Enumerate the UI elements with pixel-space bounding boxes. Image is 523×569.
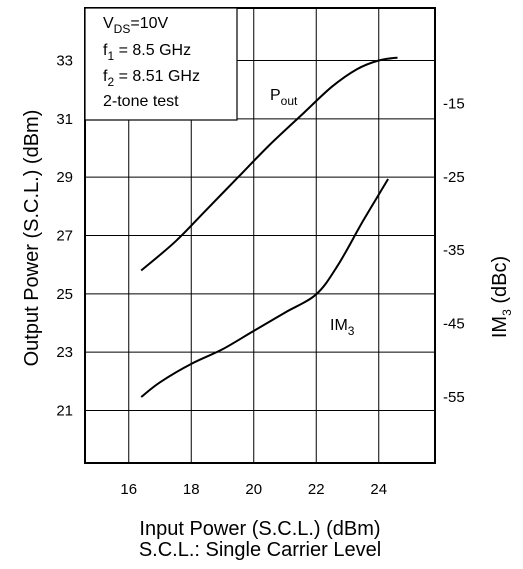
y-tick-label: 31 xyxy=(56,111,73,128)
x-axis-sublabel: S.C.L.: Single Carrier Level xyxy=(139,539,381,561)
y-tick-label: 25 xyxy=(56,286,73,303)
y-tick-label: 23 xyxy=(56,344,73,361)
annotation-line-4: 2-tone test xyxy=(103,93,179,110)
x-tick-label: 24 xyxy=(370,481,387,498)
x-tick-labels: 16 18 20 22 24 xyxy=(120,481,387,498)
annotation-line-1: VDS=10V xyxy=(103,15,168,36)
y2-tick-label: -45 xyxy=(443,316,465,333)
annotation-box xyxy=(84,7,238,121)
series-label-im3: IM3 xyxy=(330,317,355,338)
annotation-line-2: f1 = 8.5 GHz xyxy=(103,42,191,63)
y2-tick-label: -35 xyxy=(443,242,465,259)
y-tick-label: 29 xyxy=(56,169,73,186)
x-tick-label: 22 xyxy=(308,481,325,498)
annotation-line-3: f2 = 8.51 GHz xyxy=(103,68,200,89)
x-tick-label: 16 xyxy=(120,481,137,498)
series-line-pout xyxy=(140,56,398,272)
y2-tick-labels: -15 -25 -35 -45 -55 xyxy=(443,95,465,406)
x-tick-label: 20 xyxy=(245,481,262,498)
plot-frame xyxy=(84,7,436,464)
y2-tick-label: -55 xyxy=(443,389,465,406)
y-tick-label: 33 xyxy=(56,53,73,70)
x-tick-label: 18 xyxy=(183,481,200,498)
y-axis-label: Output Power (S.C.L.) (dBm) xyxy=(21,110,43,367)
grid-lines xyxy=(85,8,435,463)
y-tick-label: 27 xyxy=(56,228,73,245)
y-tick-label: 21 xyxy=(56,403,73,420)
y2-axis-label: IM3 (dBc) xyxy=(489,256,514,338)
series-line-im3 xyxy=(140,178,389,398)
y2-tick-label: -15 xyxy=(443,95,465,112)
x-axis-label: Input Power (S.C.L.) (dBm) xyxy=(139,518,380,540)
y2-tick-label: -25 xyxy=(443,169,465,186)
y-tick-labels: 21 23 25 27 29 31 33 xyxy=(56,53,73,420)
series-label-pout: Pout xyxy=(270,87,298,108)
series-layer xyxy=(140,56,398,398)
